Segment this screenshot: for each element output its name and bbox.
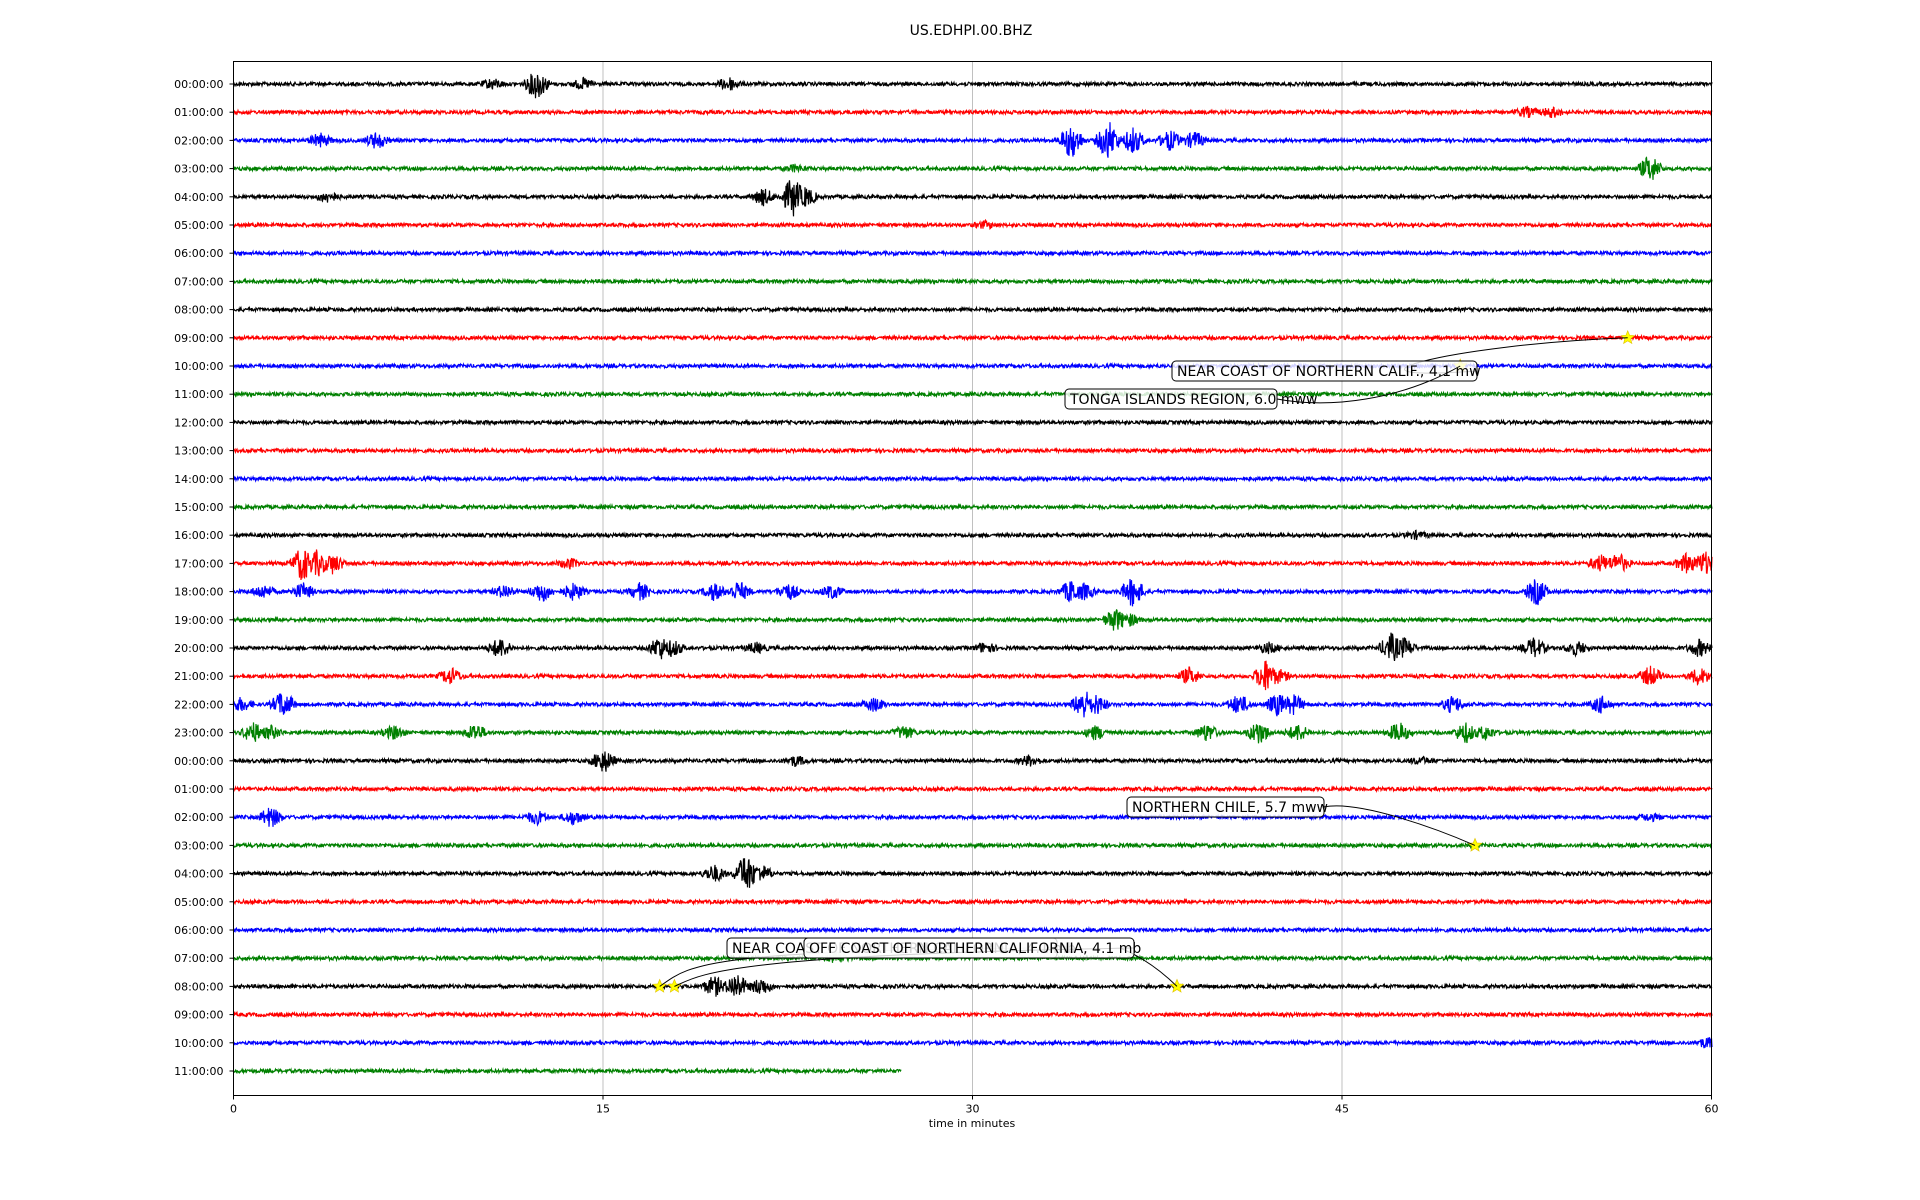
row-label: 11:00:00 bbox=[174, 1065, 223, 1078]
trace-line bbox=[232, 608, 1713, 631]
row-label: 23:00:00 bbox=[174, 727, 223, 740]
trace-line bbox=[232, 305, 1713, 314]
trace-line bbox=[232, 841, 1713, 850]
row-label: 19:00:00 bbox=[174, 614, 223, 627]
x-tick-label: 60 bbox=[1705, 1103, 1719, 1116]
chart-title: US.EDHPI.00.BHZ bbox=[910, 23, 1033, 39]
trace-line bbox=[232, 249, 1713, 258]
row-label: 22:00:00 bbox=[174, 698, 223, 711]
row-label: 14:00:00 bbox=[174, 473, 223, 486]
grid-lines bbox=[602, 61, 1343, 1096]
event-connector bbox=[1323, 805, 1476, 846]
event-label-box bbox=[1064, 388, 1278, 410]
row-label: 07:00:00 bbox=[174, 952, 223, 965]
x-tick-label: 15 bbox=[596, 1103, 610, 1116]
event-label: NEAR COAST OF NORTHERN CALIF., 4.1 mw bbox=[1177, 364, 1481, 380]
row-label: 13:00:00 bbox=[174, 445, 223, 458]
trace-line bbox=[232, 897, 1713, 906]
event-label-box bbox=[1126, 796, 1325, 818]
row-label: 07:00:00 bbox=[174, 275, 223, 288]
x-axis-label: time in minutes bbox=[929, 1117, 1016, 1130]
trace-line bbox=[232, 975, 1713, 997]
trace-line bbox=[232, 361, 1713, 371]
trace-line bbox=[232, 218, 1713, 230]
trace-line bbox=[232, 1037, 1713, 1049]
row-label: 20:00:00 bbox=[174, 642, 223, 655]
row-label: 02:00:00 bbox=[174, 811, 223, 824]
row-label: 04:00:00 bbox=[174, 191, 223, 204]
trace-line bbox=[232, 418, 1713, 427]
event-star bbox=[652, 978, 668, 993]
event-star bbox=[1620, 330, 1636, 345]
event-label-box bbox=[1171, 360, 1478, 382]
row-label: 01:00:00 bbox=[174, 783, 223, 796]
row-label: 05:00:00 bbox=[174, 219, 223, 232]
trace-line bbox=[232, 722, 1713, 744]
trace-line bbox=[232, 474, 1713, 483]
row-label: 03:00:00 bbox=[174, 839, 223, 852]
event-label: OFF COAST OF NORTHERN CALIFORNIA, 4.1 mb bbox=[809, 941, 1141, 957]
row-label: 17:00:00 bbox=[174, 557, 223, 570]
event-star bbox=[667, 978, 682, 993]
x-tick-label: 30 bbox=[966, 1103, 980, 1116]
trace-line bbox=[232, 529, 1713, 541]
row-label: 10:00:00 bbox=[174, 1037, 223, 1050]
row-label: 09:00:00 bbox=[174, 332, 223, 345]
trace-line bbox=[232, 660, 1713, 691]
trace-line bbox=[232, 784, 1713, 794]
row-label: 16:00:00 bbox=[174, 529, 223, 542]
row-label: 02:00:00 bbox=[174, 134, 223, 147]
trace-line bbox=[232, 502, 1713, 512]
row-label: 04:00:00 bbox=[174, 868, 223, 881]
event-label: NORTHERN CHILE, 5.7 mww bbox=[1132, 800, 1328, 816]
row-label: 00:00:00 bbox=[174, 755, 223, 768]
trace-line bbox=[232, 277, 1713, 286]
trace-line bbox=[232, 1066, 902, 1076]
row-label: 06:00:00 bbox=[174, 924, 223, 937]
row-label: 09:00:00 bbox=[174, 1009, 223, 1022]
row-label: 18:00:00 bbox=[174, 586, 223, 599]
row-label: 08:00:00 bbox=[174, 304, 223, 317]
row-label: 10:00:00 bbox=[174, 360, 223, 373]
row-labels: 00:00:00 01:00:00 02:00:00 03:00:00 04:00:00… bbox=[174, 78, 234, 1078]
plot-frame bbox=[233, 61, 1712, 1096]
row-label: 15:00:00 bbox=[174, 501, 223, 514]
trace-line bbox=[232, 691, 1713, 718]
event-label: TONGA ISLANDS REGION, 6.0 mww bbox=[1069, 392, 1317, 408]
row-label: 11:00:00 bbox=[174, 388, 223, 401]
event-label-box bbox=[803, 937, 1135, 959]
trace-line bbox=[232, 105, 1713, 119]
trace-line bbox=[232, 549, 1713, 581]
trace-line bbox=[232, 578, 1713, 607]
row-label: 03:00:00 bbox=[174, 163, 223, 176]
trace-line bbox=[232, 333, 1713, 342]
trace-line bbox=[232, 73, 1713, 99]
event-connector bbox=[1276, 365, 1461, 404]
event-annotations: NEAR COAST OF NORTHERN CALIF., 4.1 mw TON… bbox=[652, 330, 1636, 993]
row-label: 21:00:00 bbox=[174, 670, 223, 683]
x-tick-label: 0 bbox=[230, 1103, 237, 1116]
trace-line bbox=[232, 156, 1713, 180]
row-label: 06:00:00 bbox=[174, 247, 223, 260]
trace-line bbox=[232, 807, 1713, 827]
trace-line bbox=[232, 632, 1713, 661]
trace-line bbox=[232, 122, 1713, 158]
row-label: 05:00:00 bbox=[174, 896, 223, 909]
row-label: 00:00:00 bbox=[174, 78, 223, 91]
row-label: 12:00:00 bbox=[174, 416, 223, 429]
x-axis-ticks: 0 15 30 45 60 bbox=[230, 1095, 1719, 1116]
event-star bbox=[1467, 837, 1483, 852]
x-tick-label: 45 bbox=[1335, 1103, 1349, 1116]
trace-line bbox=[232, 390, 1713, 399]
trace-line bbox=[232, 1010, 1713, 1019]
trace-line bbox=[232, 751, 1713, 772]
row-label: 01:00:00 bbox=[174, 106, 223, 119]
trace-line bbox=[232, 180, 1713, 217]
row-label: 08:00:00 bbox=[174, 980, 223, 993]
trace-line bbox=[232, 858, 1713, 888]
trace-line bbox=[232, 446, 1713, 455]
trace-line bbox=[232, 925, 1713, 935]
